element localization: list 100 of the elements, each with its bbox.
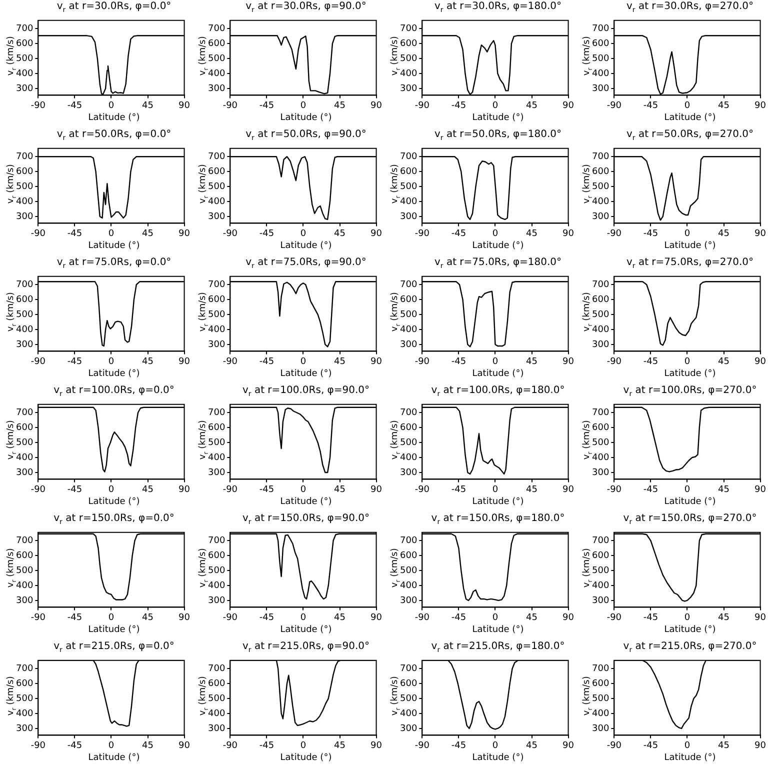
y-tick-label: 600 [400, 294, 418, 305]
x-tick-label: -90 [606, 612, 622, 623]
x-tick-label: -90 [606, 740, 622, 751]
x-tick-label: 90 [754, 484, 766, 495]
x-tick-label: -45 [259, 484, 274, 495]
chart-title: v$_{r}$ at r=50.0Rs, φ=270.0° [625, 129, 755, 142]
x-tick-label: 90 [562, 100, 574, 111]
x-tick-label: -90 [414, 484, 430, 495]
y-tick-label: 600 [16, 678, 34, 689]
x-axis-title: Latitude (°) [663, 241, 717, 251]
x-tick-label: -90 [606, 100, 622, 111]
y-tick-label: 300 [16, 468, 34, 478]
y-tick-label: 600 [16, 38, 34, 49]
x-tick-label: 45 [718, 612, 730, 623]
y-tick-label: 500 [208, 566, 226, 576]
y-tick-label: 600 [16, 550, 34, 561]
x-tick-label: -45 [259, 740, 274, 751]
x-axis-title: Latitude (°) [663, 625, 717, 635]
x-tick-label: 90 [754, 228, 766, 239]
x-tick-label: 45 [142, 612, 154, 623]
chart-title: v$_{r}$ at r=75.0Rs, φ=0.0° [56, 257, 172, 270]
y-tick-label: 600 [16, 294, 34, 305]
y-tick-label: 600 [400, 422, 418, 433]
x-tick-label: 90 [178, 740, 190, 751]
x-tick-label: -45 [643, 356, 658, 367]
y-tick-label: 400 [592, 452, 610, 463]
x-tick-label: -90 [30, 100, 46, 111]
y-tick-label: 500 [208, 694, 226, 704]
x-tick-label: 45 [334, 228, 346, 239]
x-tick-label: 90 [178, 484, 190, 495]
chart-title: v$_{r}$ at r=215.0Rs, φ=180.0° [430, 641, 566, 654]
y-tick-label: 500 [16, 438, 34, 448]
x-tick-label: -90 [30, 356, 46, 367]
chart-title: v$_{r}$ at r=75.0Rs, φ=270.0° [625, 257, 755, 270]
y-tick-label: 500 [400, 438, 418, 448]
y-tick-label: 300 [400, 724, 418, 734]
y-tick-label: 700 [208, 408, 226, 418]
y-tick-label: 500 [16, 310, 34, 320]
y-tick-label: 500 [16, 54, 34, 64]
x-tick-label: -90 [222, 484, 238, 495]
y-tick-label: 700 [400, 24, 418, 34]
x-tick-label: 0 [108, 740, 114, 751]
y-tick-label: 700 [16, 152, 34, 162]
chart-title: v$_{r}$ at r=150.0Rs, φ=270.0° [622, 513, 758, 526]
x-tick-label: -90 [222, 612, 238, 623]
x-tick-label: 0 [684, 356, 690, 367]
y-tick-label: 600 [400, 550, 418, 561]
y-tick-label: 700 [592, 664, 610, 674]
x-tick-label: 45 [718, 484, 730, 495]
y-tick-label: 700 [592, 24, 610, 34]
x-tick-label: 90 [370, 740, 382, 751]
x-axis-title: Latitude (°) [87, 241, 141, 251]
x-tick-label: 45 [142, 740, 154, 751]
x-tick-label: -45 [643, 740, 658, 751]
y-tick-label: 300 [400, 212, 418, 222]
x-tick-label: -90 [414, 612, 430, 623]
x-tick-label: 45 [526, 740, 538, 751]
x-tick-label: -45 [67, 356, 82, 367]
x-axis-title: Latitude (°) [663, 369, 717, 379]
x-tick-label: 45 [142, 484, 154, 495]
y-tick-label: 400 [400, 68, 418, 79]
y-tick-label: 700 [16, 24, 34, 34]
x-axis-title: Latitude (°) [279, 753, 333, 763]
y-tick-label: 700 [208, 664, 226, 674]
x-axis-title: Latitude (°) [87, 625, 141, 635]
x-tick-label: 0 [108, 228, 114, 239]
x-tick-label: 0 [108, 612, 114, 623]
x-tick-label: -90 [222, 100, 238, 111]
x-axis-title: Latitude (°) [663, 497, 717, 507]
x-tick-label: 90 [370, 100, 382, 111]
y-tick-label: 400 [592, 324, 610, 335]
y-tick-label: 400 [16, 68, 34, 79]
y-tick-label: 600 [208, 422, 226, 433]
x-tick-label: 90 [754, 356, 766, 367]
y-tick-label: 700 [208, 280, 226, 290]
x-tick-label: 0 [300, 612, 306, 623]
y-tick-label: 300 [208, 212, 226, 222]
x-tick-label: 45 [334, 484, 346, 495]
y-tick-label: 600 [400, 38, 418, 49]
chart-title: v$_{r}$ at r=150.0Rs, φ=0.0° [52, 513, 176, 526]
y-tick-label: 300 [592, 468, 610, 478]
y-tick-label: 600 [208, 550, 226, 561]
x-tick-label: 0 [300, 356, 306, 367]
x-tick-label: 90 [178, 356, 190, 367]
x-tick-label: -90 [414, 228, 430, 239]
x-tick-label: -90 [30, 612, 46, 623]
y-tick-label: 500 [400, 182, 418, 192]
x-tick-label: 90 [754, 740, 766, 751]
x-axis-title: Latitude (°) [471, 497, 525, 507]
y-tick-label: 500 [16, 694, 34, 704]
y-tick-label: 600 [16, 166, 34, 177]
x-tick-label: -45 [451, 740, 466, 751]
y-tick-label: 500 [16, 182, 34, 192]
x-tick-label: 90 [370, 612, 382, 623]
x-axis-title: Latitude (°) [279, 241, 333, 251]
x-axis-title: Latitude (°) [87, 113, 141, 123]
x-tick-label: 0 [492, 612, 498, 623]
x-tick-label: -90 [30, 740, 46, 751]
x-tick-label: 0 [300, 484, 306, 495]
y-tick-label: 500 [208, 182, 226, 192]
